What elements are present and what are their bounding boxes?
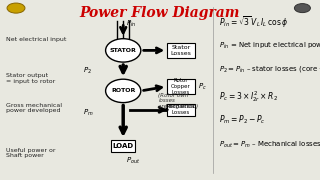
Circle shape xyxy=(294,4,310,13)
Text: $P_{out} = P_m$ – Mechanical losses: $P_{out} = P_m$ – Mechanical losses xyxy=(219,140,320,150)
Ellipse shape xyxy=(106,39,141,62)
FancyBboxPatch shape xyxy=(167,79,195,94)
Text: Power Flow Diagram: Power Flow Diagram xyxy=(80,6,240,20)
Text: Mechanical
Losses: Mechanical Losses xyxy=(165,104,196,115)
Text: STATOR: STATOR xyxy=(110,48,137,53)
FancyBboxPatch shape xyxy=(167,103,195,116)
Text: $P_m$: $P_m$ xyxy=(83,108,94,118)
Text: $P_2$: $P_2$ xyxy=(83,66,92,76)
Text: $P_{in}$ = Net input electrical power: $P_{in}$ = Net input electrical power xyxy=(219,41,320,51)
FancyBboxPatch shape xyxy=(111,140,135,152)
Text: Net electrical input: Net electrical input xyxy=(6,37,67,42)
Text: $P_c$: $P_c$ xyxy=(197,81,206,91)
Text: LOAD: LOAD xyxy=(113,143,134,149)
Text: ROTOR: ROTOR xyxy=(111,88,135,93)
Text: Rotor
Copper
Losses: Rotor Copper Losses xyxy=(171,78,191,95)
FancyBboxPatch shape xyxy=(167,43,195,58)
Text: Stator
Losses: Stator Losses xyxy=(170,45,191,56)
Circle shape xyxy=(7,3,25,13)
Text: Gross mechanical
power developed: Gross mechanical power developed xyxy=(6,103,62,113)
Text: $P_c = 3 \times I_{2r}^2 \times R_2$: $P_c = 3 \times I_{2r}^2 \times R_2$ xyxy=(219,89,278,104)
Text: $P_{out}$: $P_{out}$ xyxy=(126,156,141,166)
Ellipse shape xyxy=(106,79,141,103)
Text: Useful power or
Shaft power: Useful power or Shaft power xyxy=(6,148,56,158)
Text: $P_m = P_2 - P_c$: $P_m = P_2 - P_c$ xyxy=(219,113,266,126)
Text: Stator output
= input to rotor: Stator output = input to rotor xyxy=(6,73,56,84)
Text: $P_2 = P_{in}$ – stator losses (core + copper): $P_2 = P_{in}$ – stator losses (core + c… xyxy=(219,64,320,74)
Text: (Rotor own
losses
are neglected): (Rotor own losses are neglected) xyxy=(158,93,198,109)
Text: $P_{in} = \sqrt{3}\,V_L\,I_L\,\cos\phi$: $P_{in} = \sqrt{3}\,V_L\,I_L\,\cos\phi$ xyxy=(219,15,288,30)
Text: $P_{in}$: $P_{in}$ xyxy=(126,19,137,29)
